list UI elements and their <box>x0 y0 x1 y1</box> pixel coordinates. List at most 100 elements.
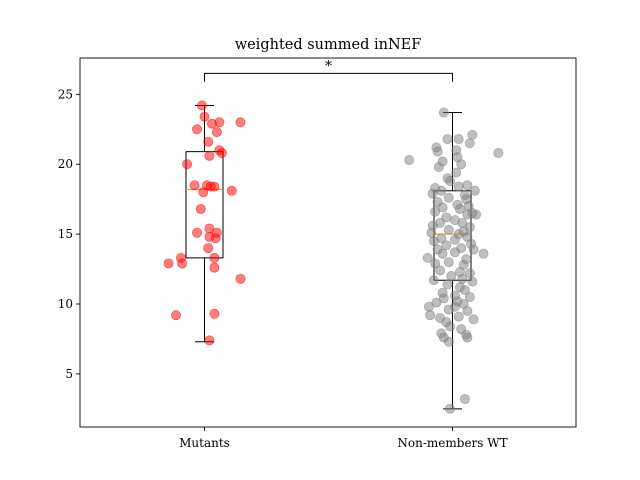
data-point <box>425 310 436 321</box>
axes-frame <box>79 57 577 428</box>
data-point <box>443 304 454 315</box>
data-point <box>464 292 475 303</box>
data-point <box>459 394 470 405</box>
data-point <box>443 224 454 235</box>
data-point <box>468 244 479 255</box>
data-point <box>446 271 457 282</box>
data-point <box>445 321 456 332</box>
data-point <box>427 188 438 199</box>
data-point <box>443 336 454 347</box>
data-point <box>454 203 465 214</box>
data-point <box>199 111 210 122</box>
data-point <box>468 314 479 325</box>
data-point <box>404 155 415 166</box>
data-point <box>182 159 193 170</box>
data-point <box>438 293 449 304</box>
data-point <box>214 117 225 128</box>
y-tick-label: 5 <box>65 367 73 381</box>
data-point <box>226 185 237 196</box>
data-point <box>478 248 489 259</box>
y-tick-label: 20 <box>58 157 73 171</box>
data-point <box>210 233 221 244</box>
data-point <box>462 209 473 220</box>
data-point <box>437 202 448 213</box>
data-point <box>443 257 454 268</box>
data-point <box>209 262 220 273</box>
data-point <box>437 248 448 259</box>
data-point <box>189 180 200 191</box>
data-point <box>422 252 433 263</box>
data-point <box>192 124 203 135</box>
data-point <box>209 252 220 263</box>
data-point <box>436 185 447 196</box>
chart-title: weighted summed inNEF <box>235 37 422 53</box>
data-point <box>170 310 181 321</box>
x-tick-label: Mutants <box>179 436 230 450</box>
data-point <box>449 234 460 245</box>
data-point <box>204 150 215 161</box>
data-point <box>195 203 206 214</box>
data-point <box>428 275 439 286</box>
data-point <box>235 117 246 128</box>
data-point <box>464 138 475 149</box>
data-point <box>423 301 434 312</box>
data-point <box>203 243 214 254</box>
data-point <box>209 181 220 192</box>
data-point <box>453 181 464 192</box>
data-point <box>442 134 453 145</box>
data-point <box>431 297 442 308</box>
data-point <box>197 100 208 111</box>
data-point <box>216 148 227 159</box>
data-point <box>451 167 462 178</box>
data-point <box>456 159 467 170</box>
data-point <box>163 258 174 269</box>
data-point <box>457 273 468 284</box>
points-wt <box>404 107 504 414</box>
y-tick-label: 25 <box>58 87 73 101</box>
data-point <box>426 227 437 238</box>
y-tick-label: 15 <box>58 227 73 241</box>
data-point <box>428 236 439 247</box>
data-point <box>430 206 441 217</box>
data-point <box>469 185 480 196</box>
data-point <box>445 403 456 414</box>
data-point <box>192 227 203 238</box>
data-point <box>203 136 214 147</box>
data-point <box>443 192 454 203</box>
y-tick-label: 10 <box>58 297 73 311</box>
y-axis: 5 10 15 20 25 <box>58 87 80 381</box>
data-point <box>430 258 441 269</box>
data-point <box>462 332 473 343</box>
data-point <box>462 305 473 316</box>
data-point <box>459 285 470 296</box>
data-point <box>467 129 478 140</box>
box-iqr <box>185 151 224 259</box>
data-point <box>198 187 209 198</box>
data-point <box>449 247 460 258</box>
data-point <box>453 311 464 322</box>
points-mutants <box>163 100 246 346</box>
significance-label: * <box>325 58 332 74</box>
data-point <box>435 265 446 276</box>
data-point <box>432 146 443 157</box>
data-point <box>177 258 188 269</box>
data-point <box>438 107 449 118</box>
data-point <box>493 148 504 159</box>
data-point <box>445 175 456 186</box>
data-point <box>471 209 482 220</box>
data-point <box>204 335 215 346</box>
significance-bracket: * <box>204 58 453 82</box>
data-point <box>211 127 222 138</box>
x-tick-label: Non-members WT <box>397 436 507 450</box>
data-point <box>441 240 452 251</box>
data-point <box>467 276 478 287</box>
data-point <box>235 273 246 284</box>
plot-area <box>163 100 504 414</box>
data-point <box>453 134 464 145</box>
data-point <box>209 308 220 319</box>
bracket-line <box>204 72 453 82</box>
data-point <box>442 279 453 290</box>
x-axis: Mutants Non-members WT <box>179 427 508 450</box>
data-point <box>433 162 444 173</box>
